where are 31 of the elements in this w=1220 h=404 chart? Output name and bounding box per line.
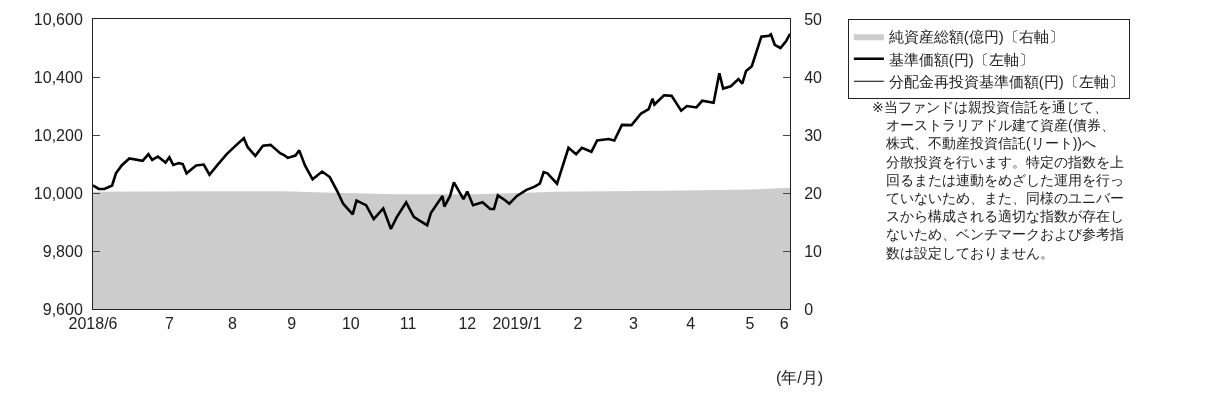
y-tick-label: 10,000 — [33, 184, 83, 202]
x-tick-label: 11 — [399, 315, 417, 333]
y2-tick-label: 20 — [804, 184, 823, 202]
y-tick-label: 9,800 — [42, 242, 83, 260]
y2-tick-label: 0 — [804, 300, 814, 318]
legend-label: 分配金再投資基準価額(円)〔左軸〕 — [888, 73, 1124, 91]
y-tick-label: 9,600 — [42, 300, 83, 318]
y-tick-label: 10,600 — [33, 10, 83, 28]
y-tick-label: 10,200 — [33, 126, 83, 144]
x-tick-label: 7 — [164, 315, 174, 333]
x-tick-label: 2019/1 — [492, 315, 542, 333]
x-axis-title: (年/月) — [776, 369, 824, 386]
x-tick-label: 2018/6 — [68, 315, 118, 333]
x-tick-label: 3 — [628, 315, 638, 333]
y-tick-label: 10,400 — [33, 68, 83, 86]
x-tick-label: 8 — [227, 315, 237, 333]
x-tick-label: 5 — [745, 315, 755, 333]
line-series — [93, 32, 790, 231]
y2-tick-label: 50 — [804, 10, 823, 28]
x-tick-label: 10 — [341, 315, 360, 333]
x-tick-label: 9 — [287, 315, 297, 333]
text: ※当ファンドは親投資信託を通じて、オーストラリアドル建て資産(債券、株式、不動産投資信託(リート))へ分散投資を行います。特定の指数を上回るまたは連動をめざした運用を行っていないため、また、同様のユニバースから構成される適切な指数が存在しないため、ベンチマークおよび参考指数は設定しておりません。 — [872, 99, 1124, 261]
y2-tick-label: 40 — [804, 68, 823, 86]
x-tick-label: 6 — [779, 315, 789, 333]
x-tick-label: 2 — [573, 315, 583, 333]
x-tick-label: 12 — [458, 315, 477, 333]
legend-label: 基準価額(円)〔左軸〕 — [888, 50, 1034, 68]
y2-tick-label: 30 — [804, 126, 823, 144]
legend-label: 純資産総額(億円)〔右軸〕 — [888, 28, 1064, 46]
y2-tick-label: 10 — [804, 242, 823, 260]
x-tick-label: 4 — [686, 315, 696, 333]
